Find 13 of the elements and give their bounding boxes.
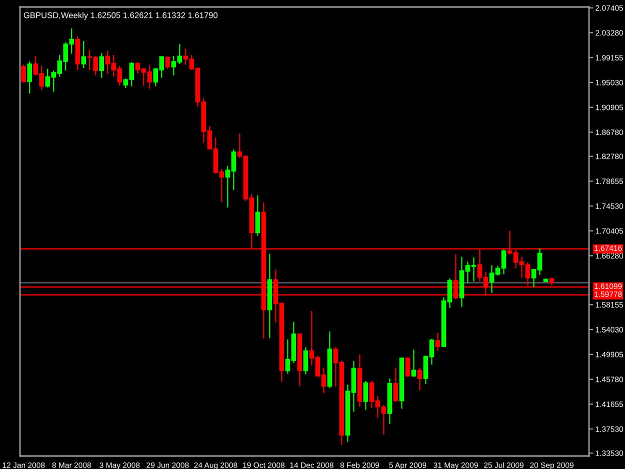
- candlestick: [303, 346, 308, 375]
- text: GBPUSD,Weekly 1.62505 1.62621 1.61332 1.61790: [24, 12, 218, 20]
- candlestick: [27, 60, 32, 94]
- candlestick: [255, 194, 260, 236]
- candlestick: [417, 367, 422, 391]
- candlestick: [435, 332, 440, 352]
- candlestick: [21, 64, 26, 84]
- candlestick: [393, 367, 398, 402]
- candlestick: [363, 380, 368, 410]
- candlestick: [165, 56, 170, 70]
- candlestick: [99, 52, 104, 78]
- candlestick: [411, 349, 416, 378]
- candlestick: [81, 40, 86, 69]
